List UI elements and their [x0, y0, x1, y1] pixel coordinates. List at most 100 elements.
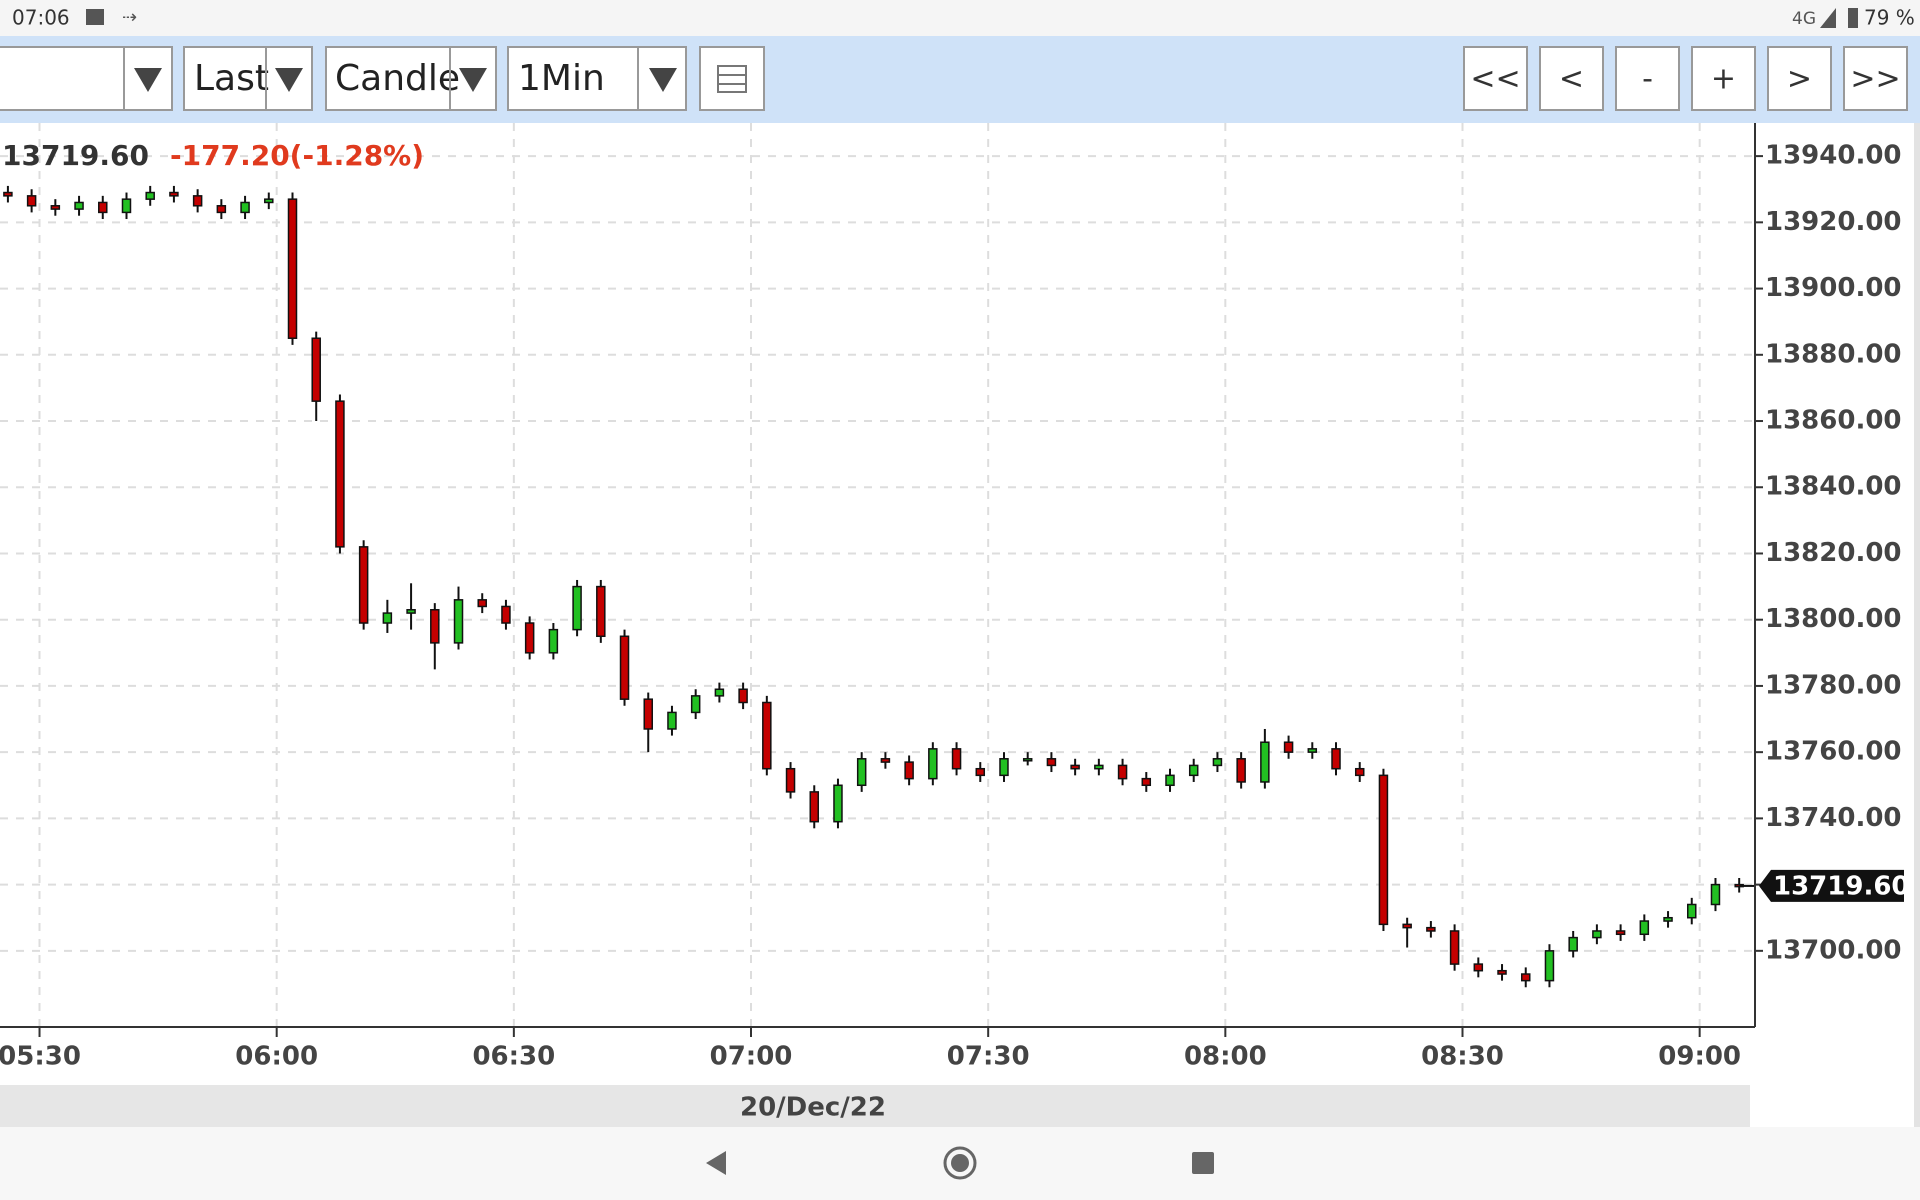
symbol-dropdown[interactable] [0, 46, 173, 111]
battery-icon [1848, 8, 1858, 28]
candle-body [714, 688, 725, 697]
date-bar [0, 1085, 1750, 1127]
candle-body [762, 701, 772, 770]
x-tick-label: 07:00 [710, 1042, 793, 1072]
candle-body [382, 612, 393, 624]
price-change: -177.20(-1.28%) [170, 139, 424, 172]
candle-body [3, 191, 13, 197]
x-tick-label: 07:30 [947, 1042, 1030, 1072]
candle-body [1568, 936, 1578, 952]
candle-body [690, 695, 701, 714]
candle-body [928, 748, 938, 780]
candle-body [999, 758, 1009, 777]
y-tick-label: 13920.00 [1765, 207, 1902, 237]
candle-body [1544, 950, 1555, 982]
candle-body [1449, 930, 1460, 965]
interval-dropdown[interactable]: 1Min [507, 46, 687, 111]
last-price: 13719.60 [2, 139, 149, 172]
nav-button[interactable] [1767, 46, 1832, 111]
y-tick-label: 13700.00 [1765, 935, 1902, 965]
candle-body [1236, 758, 1246, 783]
candle-body [74, 201, 84, 210]
x-tick-label: 08:00 [1184, 1042, 1267, 1072]
y-tick-label: 13800.00 [1765, 604, 1902, 634]
price-field-dropdown[interactable]: Last [183, 46, 313, 111]
candle-body [1615, 930, 1626, 936]
candle-body [785, 767, 796, 793]
nav-button[interactable] [1463, 46, 1528, 111]
candle-body [951, 748, 962, 770]
candle-body [856, 758, 867, 787]
candle-body [1497, 969, 1507, 975]
nav-button-label: << [1470, 62, 1520, 97]
candle-body [1307, 748, 1318, 753]
status-bar [0, 0, 1920, 36]
candle-body [1188, 764, 1199, 777]
nav-button-label: >> [1850, 62, 1900, 97]
candle-body [1070, 764, 1080, 770]
candle-body [572, 585, 582, 631]
candle-body [1212, 758, 1223, 767]
y-tick-label: 13760.00 [1765, 737, 1902, 767]
candle-body [975, 767, 986, 777]
y-tick-label: 13840.00 [1765, 472, 1902, 502]
candle-body [1283, 741, 1294, 753]
recents-button[interactable] [1192, 1152, 1214, 1174]
candle-body [1260, 741, 1270, 783]
nav-button-label: < [1559, 62, 1584, 97]
candle-body [501, 605, 511, 624]
candle-body [358, 546, 369, 624]
candle-body [1046, 758, 1057, 767]
candle-body [1520, 973, 1531, 982]
candle-body [240, 201, 250, 214]
home-button[interactable] [943, 1146, 977, 1180]
nav-button-label: + [1711, 62, 1736, 97]
candle-body [643, 698, 653, 730]
candle-body [287, 198, 298, 339]
dropdown-arrow [275, 68, 303, 92]
scroll-edge [1914, 123, 1920, 1127]
candle-body [1094, 764, 1104, 770]
nav-button[interactable] [1843, 46, 1908, 111]
candle-body [548, 628, 559, 654]
candle-body [1426, 926, 1436, 932]
plot-area [0, 123, 1755, 1027]
dropdown-arrow [459, 68, 487, 92]
candle-body [1022, 758, 1033, 762]
nav-button-label: - [1642, 62, 1653, 97]
chart-type-dropdown[interactable]: Candle [325, 46, 497, 111]
candle-body [833, 784, 843, 823]
price-field: Last [194, 58, 269, 99]
y-tick-label: 13940.00 [1765, 141, 1902, 171]
candle-body [524, 622, 535, 654]
candle-body [1710, 883, 1721, 906]
candle-body [1639, 920, 1650, 936]
table-button[interactable] [699, 46, 765, 111]
x-tick-label: 05:30 [0, 1042, 81, 1072]
candle-body [1473, 963, 1484, 972]
candle-body [1117, 764, 1128, 780]
nav-button[interactable] [1615, 46, 1680, 111]
candle-body [26, 195, 37, 207]
table-icon [717, 65, 747, 93]
status-time: 07:06 [12, 6, 70, 30]
y-tick-label: 13820.00 [1765, 538, 1902, 568]
y-tick-label: 13740.00 [1765, 803, 1902, 833]
x-tick-label: 06:30 [472, 1042, 555, 1072]
candle-body [477, 599, 487, 608]
candle-body [430, 609, 440, 644]
nav-button[interactable] [1539, 46, 1604, 111]
candle-body [904, 761, 914, 780]
candle-body [1141, 777, 1152, 787]
interval: 1Min [518, 58, 605, 99]
candle-body [406, 609, 416, 614]
candle-body [1354, 767, 1365, 777]
candle-body [667, 711, 677, 730]
back-button[interactable] [706, 1151, 726, 1175]
candle-body [98, 201, 108, 214]
gallery-icon [86, 9, 104, 25]
nav-button[interactable] [1691, 46, 1756, 111]
candle-body [311, 337, 321, 402]
button-box[interactable] [699, 46, 765, 111]
